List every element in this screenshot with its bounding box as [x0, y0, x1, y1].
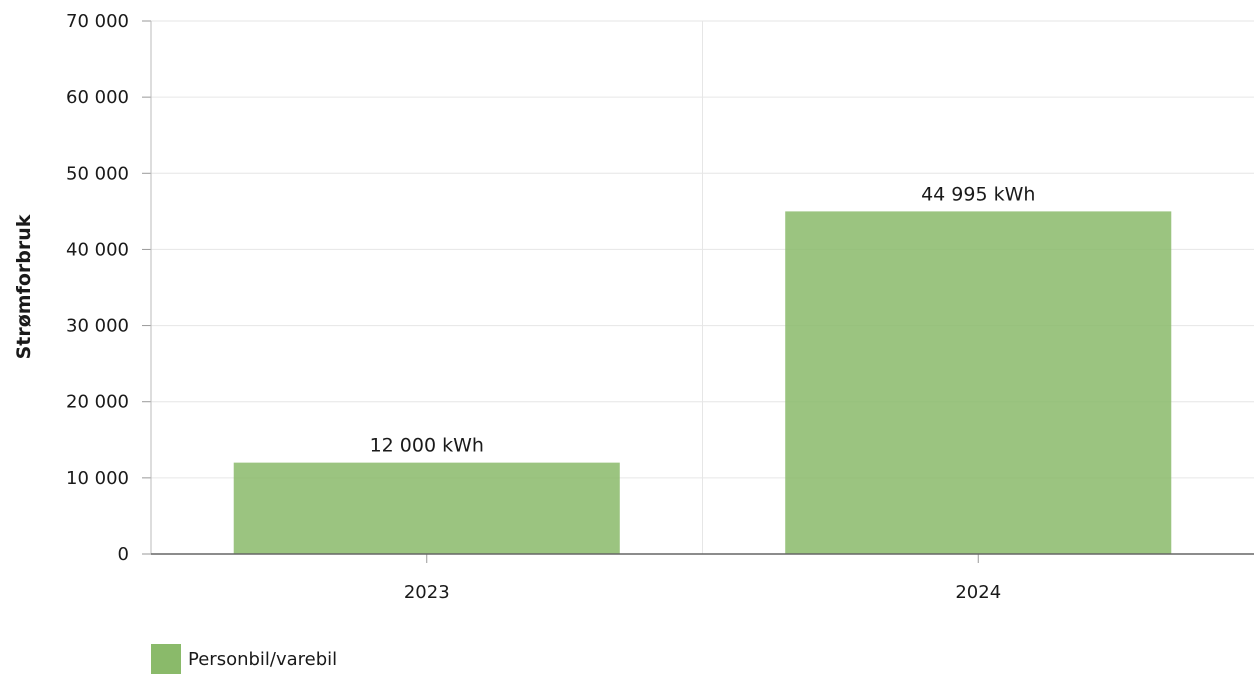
data-labels: 12 000 kWh 44 995 kWh: [370, 183, 1036, 456]
y-tick-label: 30 000: [66, 316, 129, 337]
bar-data-label: 44 995 kWh: [921, 183, 1035, 205]
y-tick-label: 10 000: [66, 468, 129, 489]
y-tick-label: 70 000: [66, 11, 129, 32]
y-tick-label: 20 000: [66, 392, 129, 413]
legend-swatch: [151, 644, 181, 674]
axes: 0 10 000 20 000 30 000 40 000 50 000 60 000 70 …: [66, 11, 1254, 603]
y-tick-label: 60 000: [66, 87, 129, 108]
bar-chart: 0 10 000 20 000 30 000 40 000 50 000 60 000 70 …: [13, 11, 1254, 603]
legend[interactable]: Personbil/varebil: [151, 644, 337, 674]
y-tick-label: 50 000: [66, 163, 129, 184]
x-tick-label: 2024: [955, 582, 1001, 603]
y-axis-label: Strømforbruk: [13, 214, 35, 359]
bar[interactable]: [785, 211, 1172, 555]
y-tick-label: 0: [118, 544, 129, 565]
bar-data-label: 12 000 kWh: [370, 435, 484, 457]
bars: [233, 211, 1172, 555]
y-tick-label: 40 000: [66, 239, 129, 260]
grid-lines: [151, 20, 1254, 554]
x-tick-label: 2023: [404, 582, 450, 603]
bar[interactable]: [233, 462, 620, 554]
legend-label: Personbil/varebil: [188, 648, 338, 670]
